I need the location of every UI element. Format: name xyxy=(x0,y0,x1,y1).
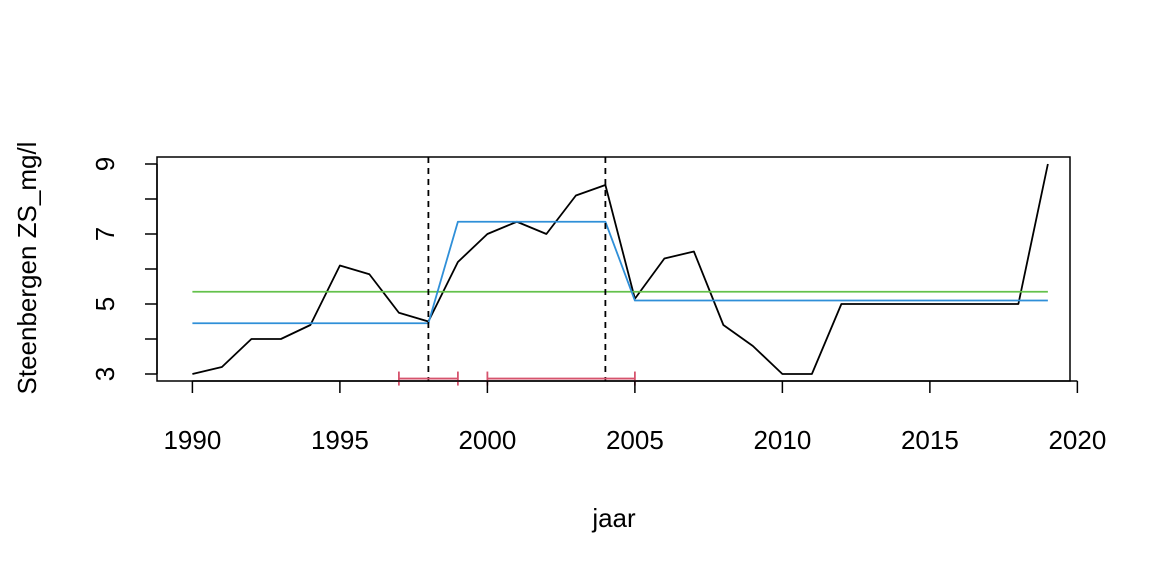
breakpoint-lines xyxy=(427,157,607,381)
x-axis-title: jaar xyxy=(591,503,636,533)
x-tick-label-1995: 1995 xyxy=(311,425,369,455)
y-tick-label-9: 9 xyxy=(90,157,120,171)
x-tick-label-2005: 2005 xyxy=(606,425,664,455)
plot-frame xyxy=(156,156,1071,382)
x-tick-label-2020: 2020 xyxy=(1048,425,1106,455)
series-layer xyxy=(192,163,1049,375)
series-line-0 xyxy=(192,163,1049,375)
confidence-intervals xyxy=(397,371,636,386)
y-tick-label-5: 5 xyxy=(90,297,120,311)
y-axis-title: Steenbergen ZS_mg/l xyxy=(12,142,42,395)
x-tick-label-2010: 2010 xyxy=(753,425,811,455)
x-tick-label-1990: 1990 xyxy=(163,425,221,455)
x-axis: 1990 1995 2000 2005 2010 2015 2020 xyxy=(163,380,1106,455)
y-tick-label-3: 3 xyxy=(90,367,120,381)
series-line-2 xyxy=(192,220,1048,325)
y-tick-label-7: 7 xyxy=(90,227,120,241)
y-axis: 3 5 7 9 xyxy=(90,157,158,381)
plot-area xyxy=(156,156,1071,382)
x-tick-label-2000: 2000 xyxy=(458,425,516,455)
x-tick-label-2015: 2015 xyxy=(901,425,959,455)
